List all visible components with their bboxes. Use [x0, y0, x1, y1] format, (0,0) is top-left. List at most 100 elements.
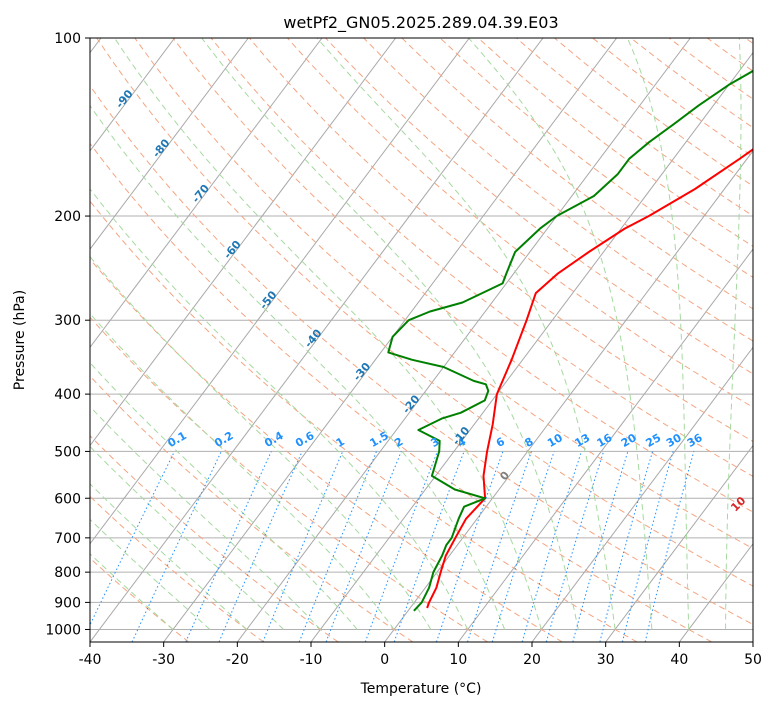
isotherm-line	[90, 38, 323, 349]
y-tick-label: 100	[54, 31, 81, 47]
dry-adiabat	[90, 200, 638, 642]
mixing-ratio-label: 16	[595, 431, 615, 450]
moist-adiabat	[90, 188, 469, 630]
isotherm-line	[310, 51, 753, 642]
mixing-ratio-line	[393, 451, 465, 642]
dry-adiabat	[477, 38, 753, 247]
y-tick-label: 1000	[45, 622, 81, 638]
mixing-ratio-label: 0.1	[165, 429, 188, 450]
isotherm-line	[384, 150, 753, 642]
moist-adiabat	[468, 38, 653, 630]
dry-adiabat	[287, 38, 753, 408]
dry-adiabat-label: 10	[728, 494, 748, 514]
plot-frame	[89, 37, 754, 643]
dry-adiabat	[134, 38, 753, 550]
moist-adiabat	[90, 312, 395, 630]
moist-adiabat	[316, 38, 616, 630]
isotherm-line	[605, 444, 753, 642]
mixing-ratio-line	[545, 451, 605, 642]
isotherm-line	[752, 641, 753, 642]
dry-adiabat	[90, 375, 414, 642]
x-axis-label: Temperature (°C)	[360, 681, 482, 697]
moist-adiabat	[90, 483, 248, 630]
mixing-ratio-label: 0.4	[262, 429, 286, 450]
isotherm-label: 0	[497, 469, 512, 483]
mixing-ratio-line	[467, 451, 532, 642]
y-tick-label: 300	[54, 313, 81, 329]
dry-adiabat	[90, 495, 264, 642]
dry-adiabat	[363, 38, 753, 342]
mixing-ratio-line	[491, 451, 555, 642]
moist-adiabat	[201, 38, 579, 630]
moist-adiabat	[90, 553, 174, 630]
x-tick-label: -30	[152, 652, 175, 668]
mixing-ratio-line	[435, 451, 504, 642]
isotherm-line	[163, 38, 618, 642]
x-tick-label: -40	[79, 652, 102, 668]
moist-adiabat	[90, 255, 432, 630]
isotherm-line	[457, 248, 753, 642]
mixing-ratio-label: 13	[573, 431, 593, 450]
temperature-profile-line	[426, 148, 753, 609]
dry-adiabat	[90, 258, 563, 642]
y-tick-label: 700	[54, 531, 81, 547]
mixing-ratio-line	[325, 451, 402, 642]
mixing-ratio-label: 0.6	[293, 429, 317, 450]
isotherm-label: -10	[450, 424, 473, 448]
isotherm-line	[531, 346, 753, 642]
x-tick-label: 0	[380, 652, 389, 668]
mixing-ratio-line	[599, 451, 654, 642]
x-tick-label: -10	[300, 652, 323, 668]
mixing-ratio-line	[621, 451, 674, 642]
dry-adiabat	[172, 38, 753, 513]
y-tick-label: 600	[54, 491, 81, 507]
mixing-ratio-label: 0.2	[212, 429, 235, 450]
mixing-ratio-label: 8	[522, 435, 535, 450]
x-tick-label: -20	[226, 652, 249, 668]
isotherm-label: -80	[150, 136, 173, 160]
mixing-ratio-line	[644, 451, 695, 642]
mixing-ratio-line	[90, 451, 175, 627]
moist-adiabat	[90, 104, 506, 630]
isotherm-label: -60	[221, 238, 244, 262]
y-tick-label: 800	[54, 565, 81, 581]
mixing-ratio-label: 1	[334, 435, 347, 450]
mixing-ratio-line	[572, 451, 629, 642]
dry-adiabat	[401, 38, 753, 310]
dry-adiabat	[439, 38, 753, 278]
moist-adiabat	[90, 445, 284, 630]
dry-adiabat	[90, 316, 488, 642]
dry-adiabat	[210, 38, 753, 477]
moist-adiabat	[725, 38, 742, 630]
dry-adiabat	[248, 38, 753, 442]
x-tick-label: 30	[597, 652, 615, 668]
isotherm-label: -30	[351, 360, 374, 384]
moist-adiabat	[90, 518, 211, 630]
plot-area: 0.1 0.2 0.4 0.6 1 1.5 2 3 4 6 8 10 13 16 20 25 30 36-100-…	[90, 38, 753, 642]
mixing-ratio-label: 25	[644, 431, 664, 450]
dry-adiabat	[325, 38, 753, 375]
mixing-ratio-label: 10	[545, 431, 565, 450]
mixing-ratio-line	[521, 451, 582, 642]
dry-adiabat	[96, 38, 753, 587]
isotherm-label: -50	[257, 288, 280, 312]
dry-adiabat	[745, 38, 753, 45]
mixing-ratio-line	[364, 451, 438, 642]
mixing-ratio-label: 6	[494, 435, 507, 450]
isotherm-line	[90, 38, 397, 447]
dry-adiabat	[90, 84, 753, 626]
isotherm-line	[678, 542, 753, 642]
y-tick-label: 500	[54, 444, 81, 460]
mixing-ratio-line	[262, 451, 344, 642]
dry-adiabat	[554, 38, 753, 187]
x-tick-label: 40	[670, 652, 688, 668]
x-tick-label: 50	[744, 652, 762, 668]
dry-adiabat	[90, 557, 190, 642]
isotherm-line	[90, 38, 176, 152]
chart-title: wetPf2_GN05.2025.289.04.39.E03	[283, 13, 558, 33]
y-tick-label: 900	[54, 595, 81, 611]
mixing-ratio-line	[218, 451, 303, 642]
isotherm-label: -70	[189, 182, 212, 206]
isotherm-label: -90	[113, 87, 136, 111]
